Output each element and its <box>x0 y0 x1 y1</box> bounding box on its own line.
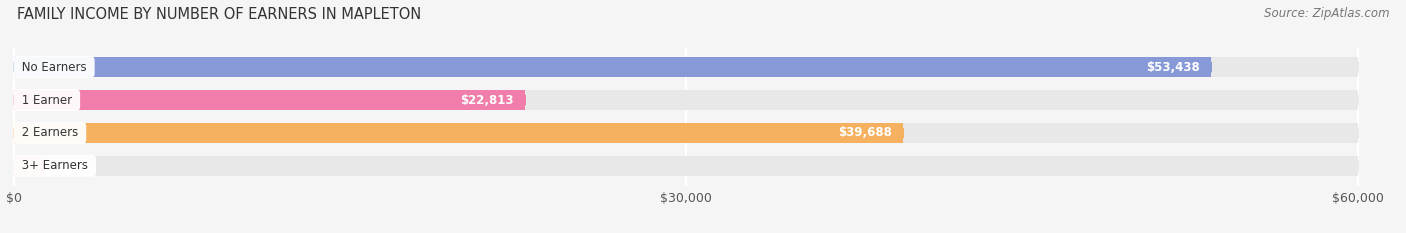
Text: 1 Earner: 1 Earner <box>18 93 76 106</box>
Bar <box>14 57 1211 77</box>
Bar <box>14 123 1358 143</box>
Text: $22,813: $22,813 <box>461 93 515 106</box>
Bar <box>14 57 1358 77</box>
Text: 3+ Earners: 3+ Earners <box>18 159 91 172</box>
Text: $0: $0 <box>52 159 66 172</box>
Text: $39,688: $39,688 <box>838 127 893 140</box>
Bar <box>14 156 44 176</box>
Text: $53,438: $53,438 <box>1146 61 1201 74</box>
Bar <box>14 90 524 110</box>
Text: No Earners: No Earners <box>18 61 90 74</box>
Bar <box>14 90 1358 110</box>
Bar <box>14 156 1358 176</box>
Text: FAMILY INCOME BY NUMBER OF EARNERS IN MAPLETON: FAMILY INCOME BY NUMBER OF EARNERS IN MA… <box>17 7 422 22</box>
Bar <box>14 123 903 143</box>
Text: 2 Earners: 2 Earners <box>18 127 82 140</box>
Text: Source: ZipAtlas.com: Source: ZipAtlas.com <box>1264 7 1389 20</box>
